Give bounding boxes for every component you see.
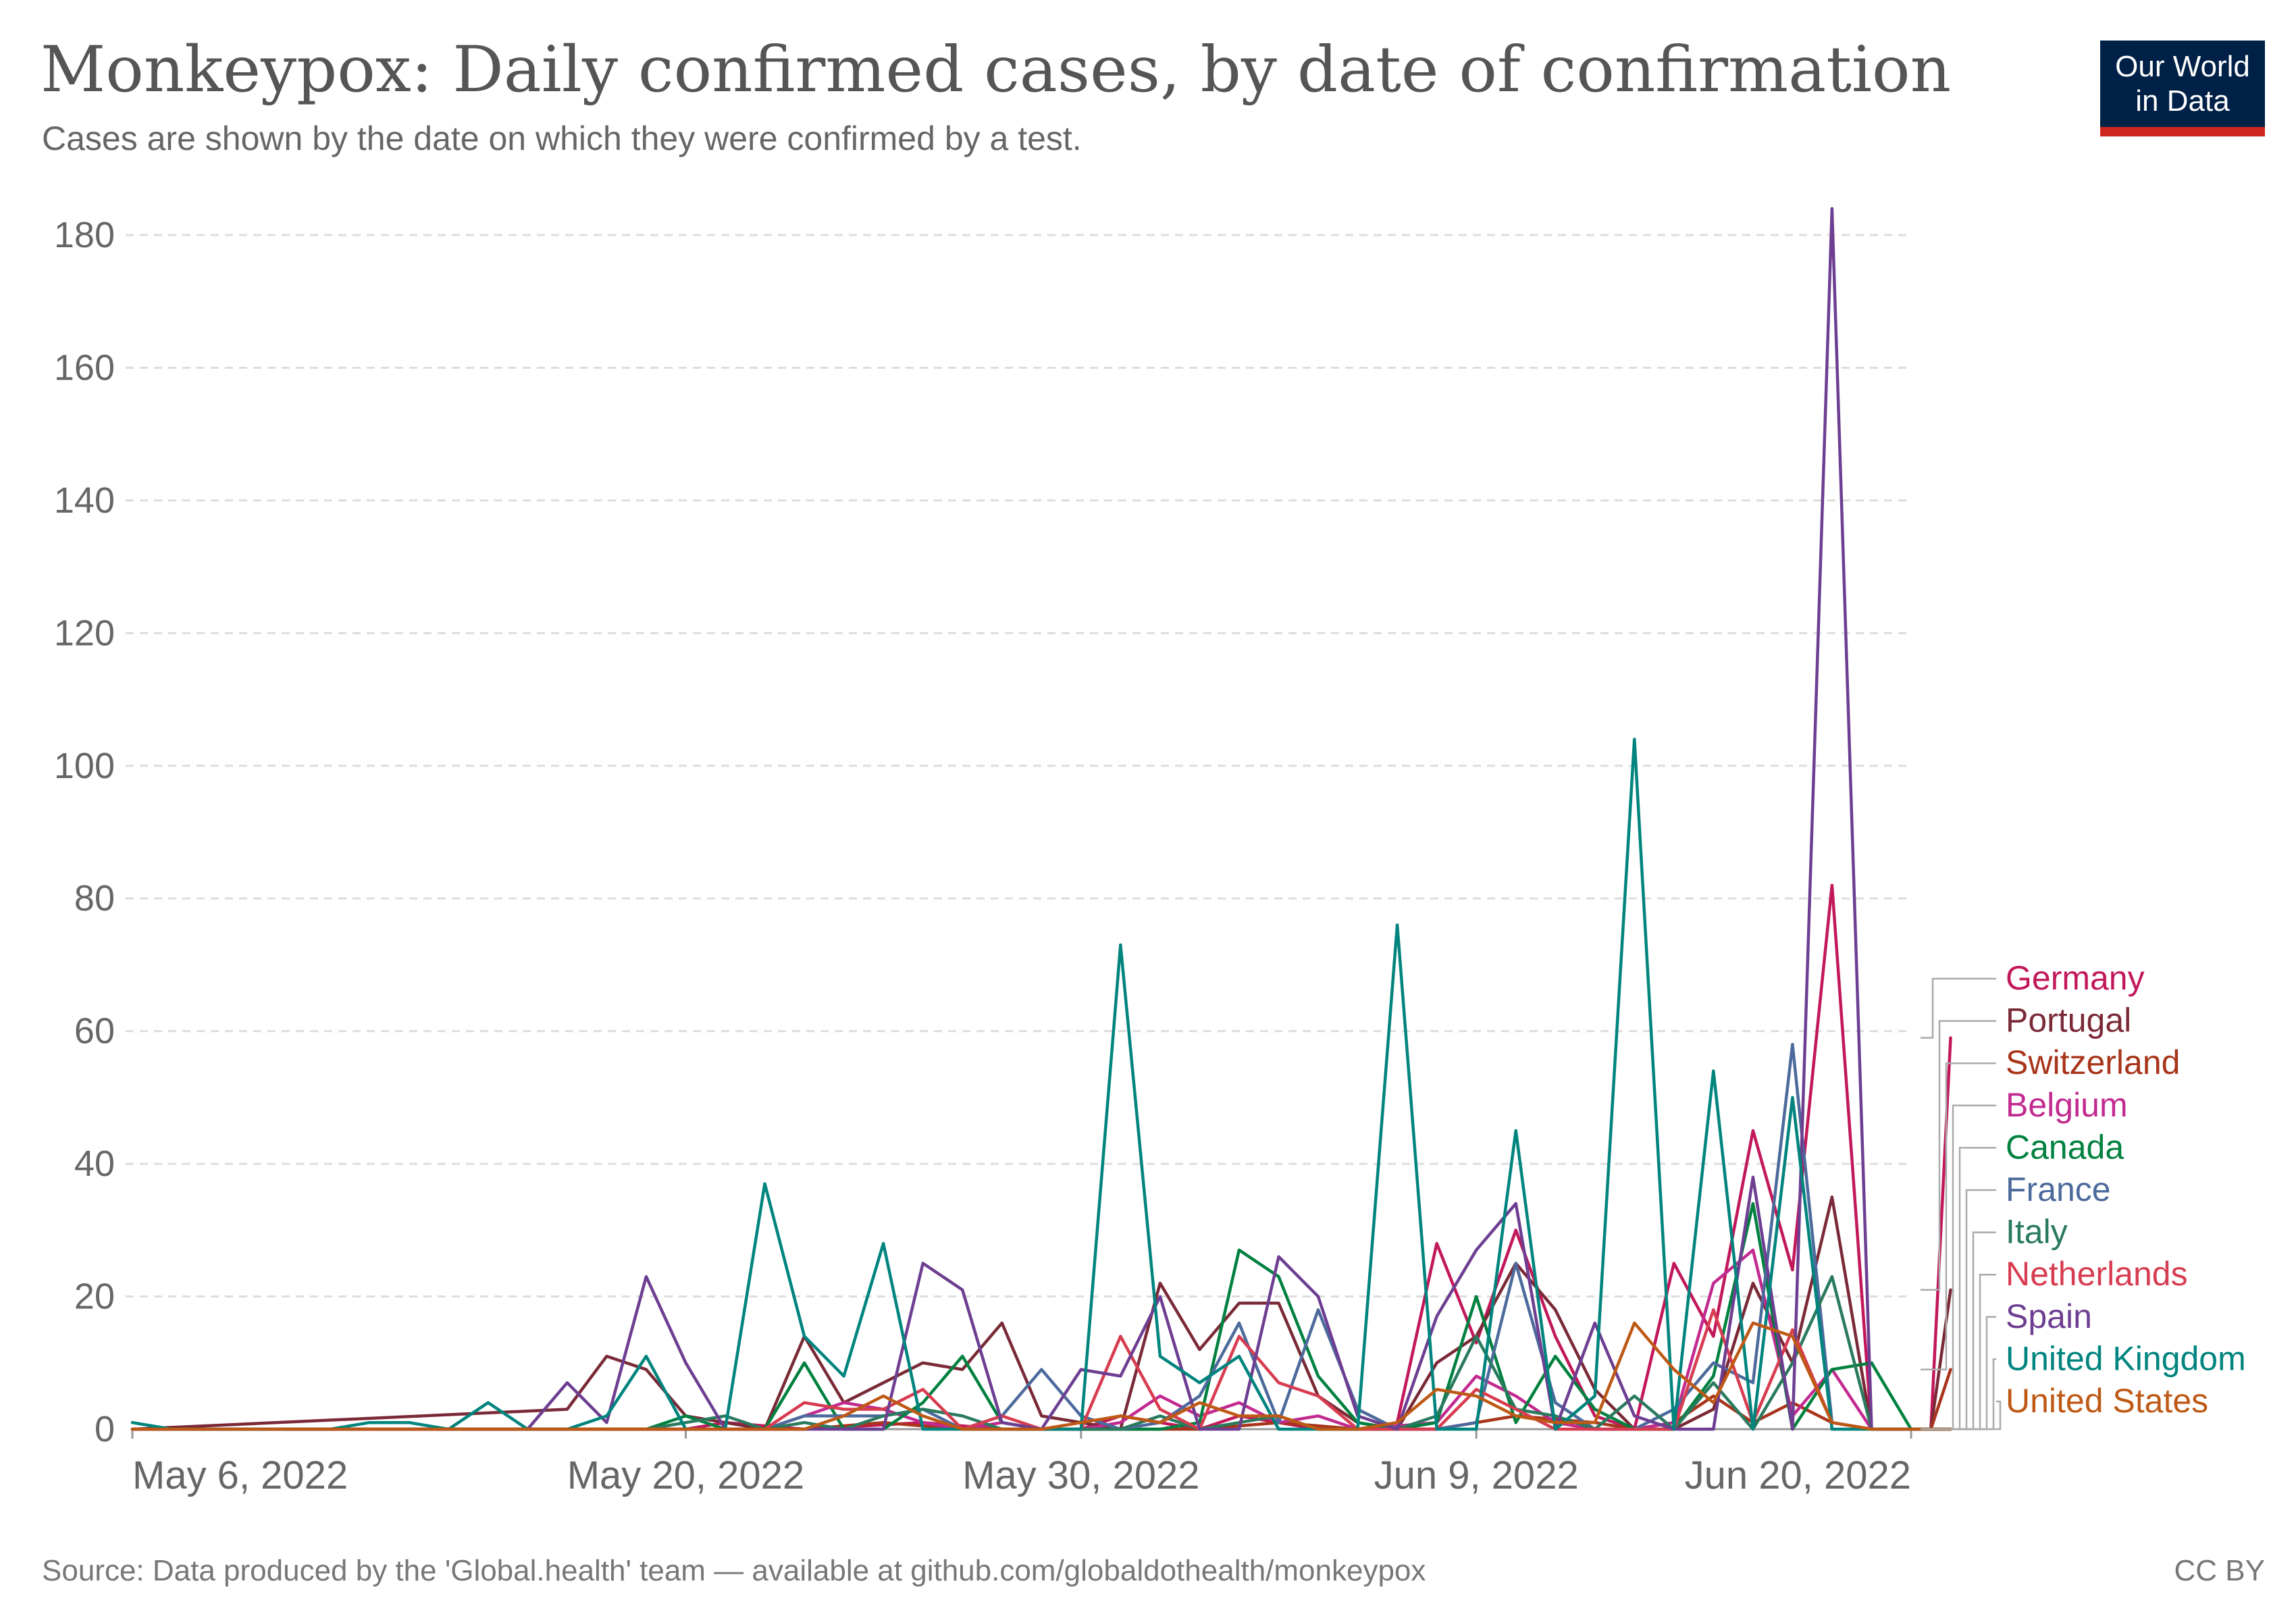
y-tick-label: 20 [74, 1277, 115, 1317]
series-line-united-states[interactable] [130, 1321, 1952, 1431]
legend-label-netherlands[interactable]: Netherlands [2006, 1255, 2188, 1293]
y-tick-label: 60 [74, 1011, 115, 1052]
y-tick-label: 140 [54, 480, 115, 521]
legend-label-portugal[interactable]: Portugal [2006, 1002, 2131, 1039]
chart-title: Monkeypox: Daily confirmed cases, by dat… [41, 33, 1951, 107]
license-label[interactable]: CC BY [2174, 1554, 2265, 1587]
y-tick-label: 120 [54, 613, 115, 653]
y-tick-label: 40 [74, 1143, 115, 1184]
owid-logo[interactable]: Our World in Data [2100, 41, 2265, 136]
legend: Germany Portugal Switzerland Belgium Canada F… [1921, 959, 2246, 1431]
series-line-france[interactable] [130, 1043, 1952, 1431]
series-line-portugal[interactable] [130, 1195, 1952, 1431]
x-tick-label: Jun 9, 2022 [1374, 1453, 1579, 1497]
legend-connector [1921, 1020, 1996, 1291]
y-tick-label: 80 [74, 878, 115, 919]
legend-label-italy[interactable]: Italy [2006, 1213, 2068, 1251]
logo-accent-bar [2100, 127, 2265, 136]
x-tick-label: May 20, 2022 [567, 1453, 804, 1497]
legend-label-france[interactable]: France [2006, 1170, 2111, 1208]
y-tick-label: 180 [54, 215, 115, 255]
legend-label-germany[interactable]: Germany [2006, 959, 2145, 997]
legend-label-spain[interactable]: Spain [2006, 1297, 2092, 1335]
legend-connector [1921, 977, 1996, 1039]
legend-connector [1921, 1062, 1996, 1370]
y-tick-label: 100 [54, 746, 115, 786]
logo-background [2100, 41, 2265, 127]
source-note[interactable]: Source: Data produced by the 'Global.hea… [42, 1554, 1426, 1587]
x-tick-label: Jun 20, 2022 [1685, 1453, 1911, 1497]
legend-label-canada[interactable]: Canada [2006, 1128, 2124, 1166]
logo-line-1: Our World [2115, 50, 2250, 83]
legend-connector [1921, 1400, 2002, 1431]
chart-subtitle: Cases are shown by the date on which the… [42, 120, 1082, 157]
logo-line-2: in Data [2135, 84, 2230, 118]
y-tick-label: 160 [54, 347, 115, 388]
x-tick-label: May 6, 2022 [132, 1453, 348, 1497]
x-tick-label: May 30, 2022 [962, 1453, 1199, 1497]
legend-label-united-states[interactable]: United States [2006, 1382, 2208, 1420]
series-lines [130, 207, 1952, 1431]
legend-label-switzerland[interactable]: Switzerland [2006, 1044, 2180, 1081]
y-tick-label: 0 [95, 1409, 115, 1449]
y-axis-ticks: 0 20 40 60 80 100 120 140 160 180 [54, 215, 115, 1449]
legend-label-united-kingdom[interactable]: United Kingdom [2006, 1339, 2246, 1377]
legend-label-belgium[interactable]: Belgium [2006, 1086, 2128, 1124]
